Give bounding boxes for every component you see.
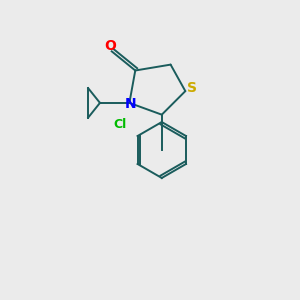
Text: N: N: [125, 98, 137, 111]
Text: O: O: [104, 39, 116, 53]
Text: Cl: Cl: [113, 118, 126, 131]
Text: S: S: [187, 81, 197, 94]
